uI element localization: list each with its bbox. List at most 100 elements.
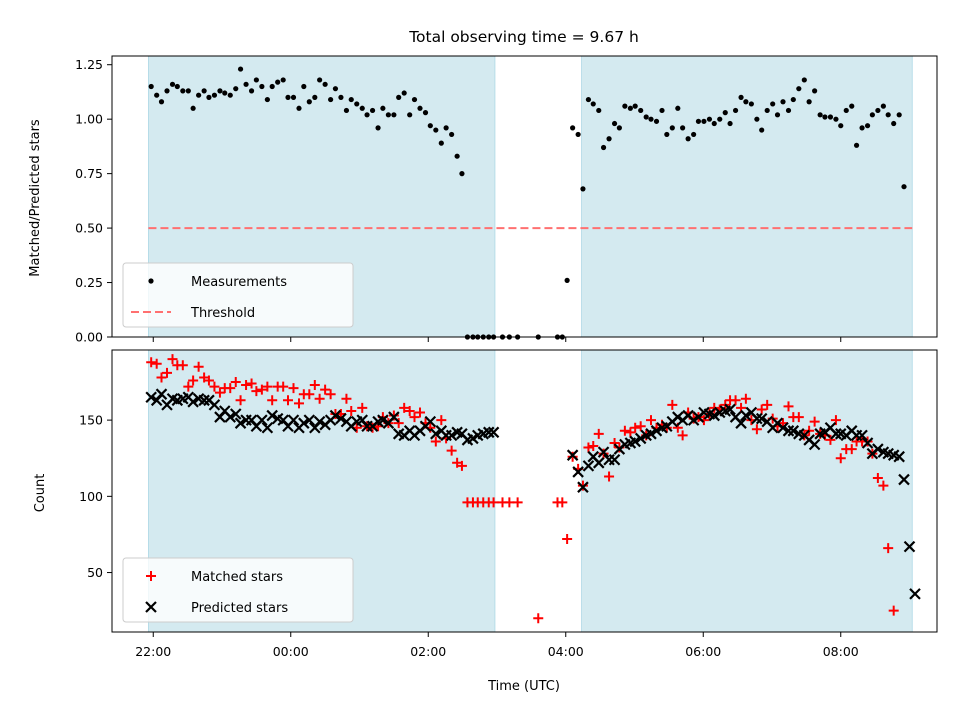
matched-stars-point <box>730 395 741 406</box>
measurements-point <box>280 77 286 83</box>
matched-stars-point <box>146 357 157 368</box>
matched-stars-point <box>278 381 289 392</box>
matched-stars-point <box>783 401 794 412</box>
matched-stars-point <box>177 360 188 371</box>
chart-title: Total observing time = 9.67 h <box>408 28 639 46</box>
matched-stars-point <box>162 367 172 378</box>
matched-stars-point <box>357 402 368 413</box>
predicted-stars-point <box>261 421 274 434</box>
observing-intervals-bottom <box>148 349 913 633</box>
measurements-point <box>770 101 776 107</box>
measurements-point <box>169 81 176 87</box>
measurements-point <box>211 92 218 98</box>
measurements-point <box>790 96 796 103</box>
matched-stars-point <box>151 358 162 369</box>
measurements-point <box>711 120 717 127</box>
x-tick-label: 00:00 <box>273 644 309 659</box>
measurements-point <box>443 125 449 131</box>
measurements-point <box>827 114 834 120</box>
matched-stars-point <box>883 543 894 554</box>
measurements-point <box>759 127 765 133</box>
predicted-stars-point <box>335 412 347 425</box>
measurements-point <box>564 277 570 283</box>
top-y-axis-label: Matched/Predicted stars <box>28 119 43 277</box>
ratio-axes: 0.00 0.25 0.50 0.75 1.00 1.25 <box>75 55 938 345</box>
measurements-point <box>253 77 259 83</box>
predicted-stars-point <box>229 408 242 420</box>
predicted-stars-point <box>424 415 437 428</box>
measurements-point <box>196 92 202 98</box>
y-tick-label: 0.00 <box>75 330 103 345</box>
measurements-point <box>264 96 270 103</box>
matched-stars-point <box>209 381 220 392</box>
predicted-stars-point <box>629 435 641 448</box>
matched-stars-point <box>188 375 199 386</box>
legend-label: Measurements <box>191 275 287 290</box>
measurements-point <box>164 88 170 94</box>
measurements-point <box>774 112 781 118</box>
measurements-point <box>237 66 244 72</box>
ratio-legend: Measurements Threshold <box>122 262 354 328</box>
measurements-point <box>328 96 334 103</box>
measurements-point <box>885 112 891 118</box>
measurements-point <box>158 99 165 105</box>
x-tick-label: 06:00 <box>685 644 721 659</box>
measurements-point <box>332 86 339 92</box>
legend-label: Predicted stars <box>191 601 288 616</box>
measurements-point <box>754 116 760 122</box>
measurements-point <box>438 140 444 146</box>
measurements-point <box>706 116 713 122</box>
y-tick-label: 0.25 <box>75 275 103 290</box>
matched-stars-point <box>203 375 214 386</box>
measurements-point <box>201 88 207 94</box>
predicted-stars-point <box>487 426 500 439</box>
matched-stars-point <box>225 383 236 394</box>
matched-stars-point <box>583 442 594 453</box>
count-legend: Matched stars Predicted stars <box>122 557 354 623</box>
matched-stars-point <box>183 381 194 392</box>
measurements-point <box>801 77 807 83</box>
measurements-point <box>580 186 586 192</box>
legend-label: Matched stars <box>191 570 283 585</box>
matched-stars-point <box>409 412 420 423</box>
measurements-point <box>306 99 312 105</box>
measurements-point <box>575 131 581 138</box>
predicted-stars-point <box>582 460 595 472</box>
matched-stars-point <box>404 405 415 416</box>
predicted-stars-point <box>256 414 268 426</box>
predicted-stars-point <box>777 421 789 434</box>
measurements-point <box>680 125 686 131</box>
predicted-stars-point <box>234 417 247 429</box>
measurements-point <box>354 101 360 107</box>
matched-stars-point <box>156 372 167 383</box>
matched-stars-point <box>393 418 404 429</box>
predicted-stars-point <box>898 473 910 486</box>
measurements-point <box>290 94 297 100</box>
x-tick-label: 08:00 <box>823 644 859 659</box>
matched-stars-point <box>677 430 688 441</box>
matched-stars-point <box>283 395 293 406</box>
count-panel: 50 100 150 22:00 00:00 02:00 04:00 06:00 08:00 M… <box>79 349 938 659</box>
matched-stars-point <box>756 404 767 415</box>
measurements-point <box>454 153 460 159</box>
predicted-stars-point <box>808 438 821 451</box>
measurements-point <box>385 112 391 118</box>
measurements-point <box>638 107 644 114</box>
measurements-point <box>227 92 233 98</box>
measurements-point <box>822 114 828 120</box>
measurements-point <box>396 94 402 100</box>
predicted-stars-point <box>708 409 721 422</box>
measurements-point <box>891 120 897 127</box>
measurements-point <box>359 105 365 111</box>
predicted-stars-point <box>145 391 157 404</box>
measurements-point <box>901 184 907 190</box>
matched-stars-point <box>488 497 499 508</box>
y-tick-label: 0.50 <box>75 221 103 236</box>
matched-stars-point <box>740 393 751 404</box>
measurements-point <box>833 116 839 122</box>
predicted-stars-point <box>909 588 921 600</box>
matched-stars-point <box>246 378 257 389</box>
matched-stars-point <box>193 361 204 372</box>
measurements-point <box>407 112 413 118</box>
